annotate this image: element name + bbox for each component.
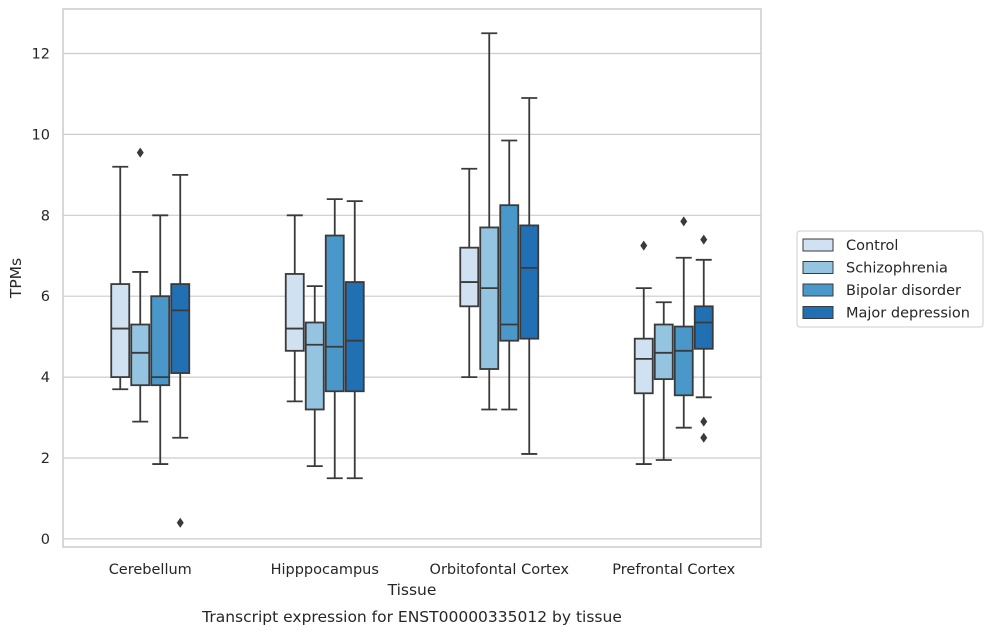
legend-swatch: [802, 261, 834, 274]
box-3-2: [673, 216, 694, 429]
outlier-point: [700, 416, 708, 427]
box-iqr: [633, 337, 654, 395]
box-2-1: [479, 32, 500, 411]
legend-swatch: [802, 306, 834, 319]
box-3-0: [633, 240, 654, 465]
y-tick-label: 2: [41, 451, 50, 467]
legend-label: Major depression: [846, 306, 970, 322]
outlier-point: [640, 240, 648, 251]
box-0-3: [170, 173, 191, 528]
plot-background: [63, 9, 761, 547]
box-iqr: [693, 305, 714, 350]
box-3-1: [653, 301, 674, 461]
outlier-point: [680, 216, 688, 227]
box-iqr: [673, 325, 694, 397]
y-axis-label: TPMs: [7, 258, 25, 299]
box-iqr: [170, 283, 191, 374]
y-tick-label: 12: [32, 46, 50, 62]
box-iqr: [130, 323, 151, 387]
y-tick-label: 4: [41, 370, 50, 386]
y-tick-labels: 0 2 4 6 8 10 12: [32, 46, 50, 547]
box-iqr: [653, 323, 674, 381]
x-axis-label: Tissue: [387, 581, 437, 599]
x-tick-label: Orbitofontal Cortex: [430, 562, 570, 578]
box-iqr: [499, 204, 520, 342]
box-1-2: [324, 198, 345, 480]
box-1-3: [344, 200, 365, 480]
outlier-point: [136, 147, 144, 158]
box-0-1: [130, 147, 151, 423]
legend-frame: [796, 230, 984, 328]
y-tick-label: 8: [41, 208, 50, 224]
y-tick-label: 10: [32, 127, 50, 143]
box-2-2: [499, 139, 520, 411]
box-series: [110, 32, 714, 528]
legend-label: Control: [846, 238, 898, 254]
y-tick-label: 0: [41, 532, 50, 548]
y-tick-label: 6: [41, 289, 50, 305]
x-tick-label: Hipppocampus: [271, 562, 379, 578]
box-iqr: [284, 273, 305, 352]
box-0-2: [150, 214, 171, 465]
legend-label: Schizophrenia: [846, 261, 948, 277]
box-iqr: [110, 283, 131, 379]
box-iqr: [304, 321, 325, 411]
box-iqr: [459, 246, 480, 308]
box-1-0: [284, 214, 305, 403]
box-iqr: [344, 281, 365, 393]
legend-swatch: [802, 238, 834, 252]
box-1-1: [304, 285, 325, 467]
x-tick-label: Prefrontal Cortex: [612, 562, 735, 578]
box-iqr: [479, 226, 500, 370]
chart-title: Transcript expression for ENST0000033501…: [201, 608, 622, 626]
box-3-3: [693, 234, 714, 443]
legend-swatch: [802, 283, 834, 297]
outlier-point: [176, 517, 184, 528]
box-2-3: [519, 97, 540, 455]
x-tick-label: Cerebellum: [109, 562, 192, 578]
plot-frame: [62, 8, 762, 548]
legend: Control Schizophrenia Bipolar disorder Majo…: [796, 230, 984, 328]
box-iqr: [519, 224, 540, 340]
box-iqr: [324, 234, 345, 393]
legend-label: Bipolar disorder: [846, 283, 961, 299]
box-iqr: [150, 295, 171, 387]
outlier-point: [700, 234, 708, 245]
outlier-point: [700, 432, 708, 443]
x-tick-labels: Cerebellum Hipppocampus Orbitofontal Corte…: [109, 562, 736, 578]
box-0-0: [110, 165, 131, 391]
box-2-0: [459, 167, 480, 379]
